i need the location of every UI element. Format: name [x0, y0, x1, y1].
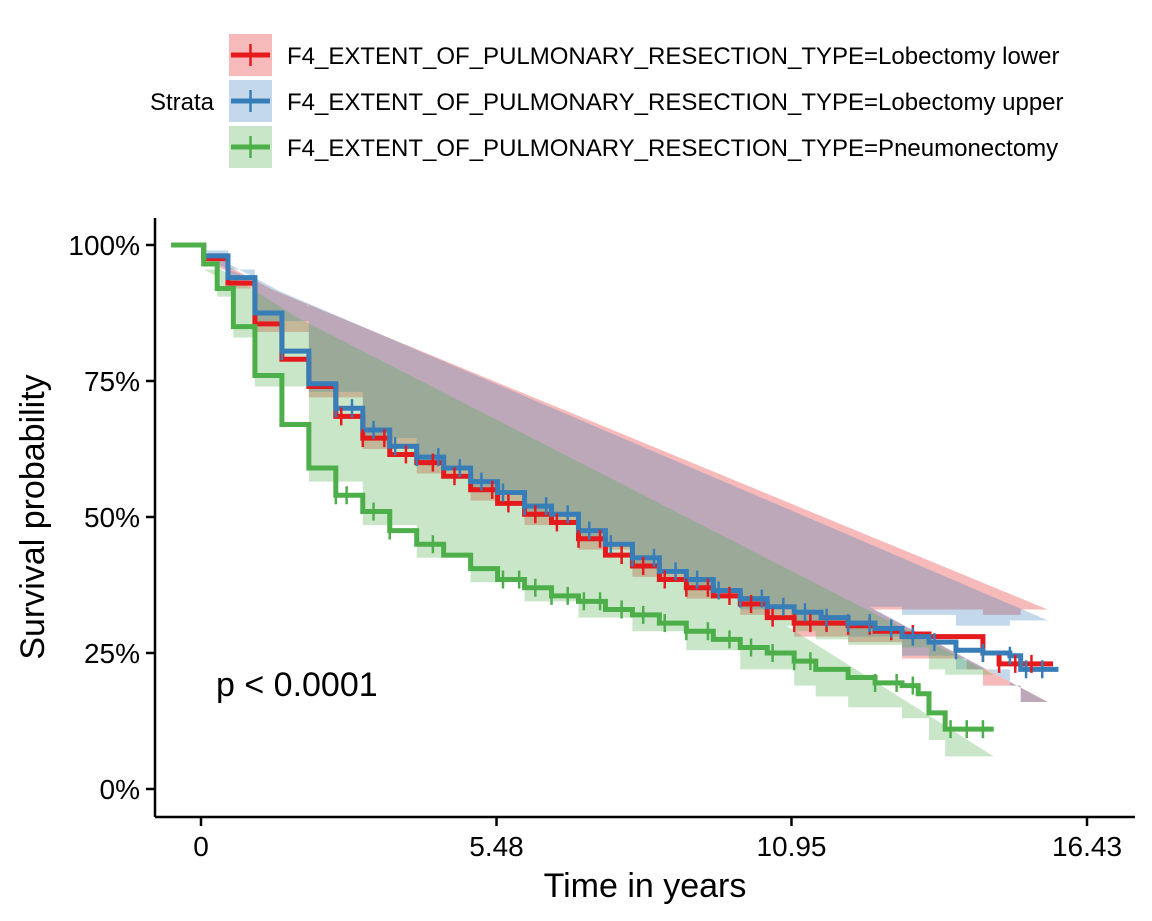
ci-band-1 [203, 250, 1048, 702]
y-tick-label: 100% [68, 230, 140, 261]
y-tick-label: 75% [84, 366, 140, 397]
confidence-bands [203, 250, 1048, 757]
y-tick-label: 0% [100, 774, 140, 805]
survival-line-1 [171, 242, 1059, 672]
y-tick-label: 25% [84, 638, 140, 669]
axes: 0% 25% 50% 75% 100% 0 5.48 10.95 16.43 [68, 218, 1135, 862]
legend-label-1: F4_EXTENT_OF_PULMONARY_RESECTION_TYPE=Lo… [287, 89, 1064, 116]
x-tick-label: 5.48 [469, 831, 524, 862]
legend-label-2: F4_EXTENT_OF_PULMONARY_RESECTION_TYPE=Pn… [287, 135, 1058, 162]
x-tick-label: 10.95 [756, 831, 826, 862]
ci-band-0 [203, 253, 1048, 702]
p-value-annotation: p < 0.0001 [216, 666, 378, 704]
legend-item-0: F4_EXTENT_OF_PULMONARY_RESECTION_TYPE=Lo… [229, 34, 1059, 76]
legend: Strata F4_EXTENT_OF_PULMONARY_RESECTION_… [150, 34, 1064, 168]
censor-marks [280, 342, 1044, 739]
x-tick-label: 0 [193, 831, 209, 862]
y-axis-title: Survival probability [14, 374, 52, 659]
legend-title: Strata [150, 89, 215, 116]
legend-item-2: F4_EXTENT_OF_PULMONARY_RESECTION_TYPE=Pn… [229, 126, 1058, 168]
legend-item-1: F4_EXTENT_OF_PULMONARY_RESECTION_TYPE=Lo… [229, 80, 1064, 122]
x-axis-title: Time in years [544, 867, 747, 905]
legend-label-0: F4_EXTENT_OF_PULMONARY_RESECTION_TYPE=Lo… [287, 43, 1059, 70]
survival-line-2 [171, 242, 994, 732]
y-tick-label: 50% [84, 502, 140, 533]
x-tick-label: 16.43 [1052, 831, 1122, 862]
ci-band-2 [203, 258, 994, 757]
